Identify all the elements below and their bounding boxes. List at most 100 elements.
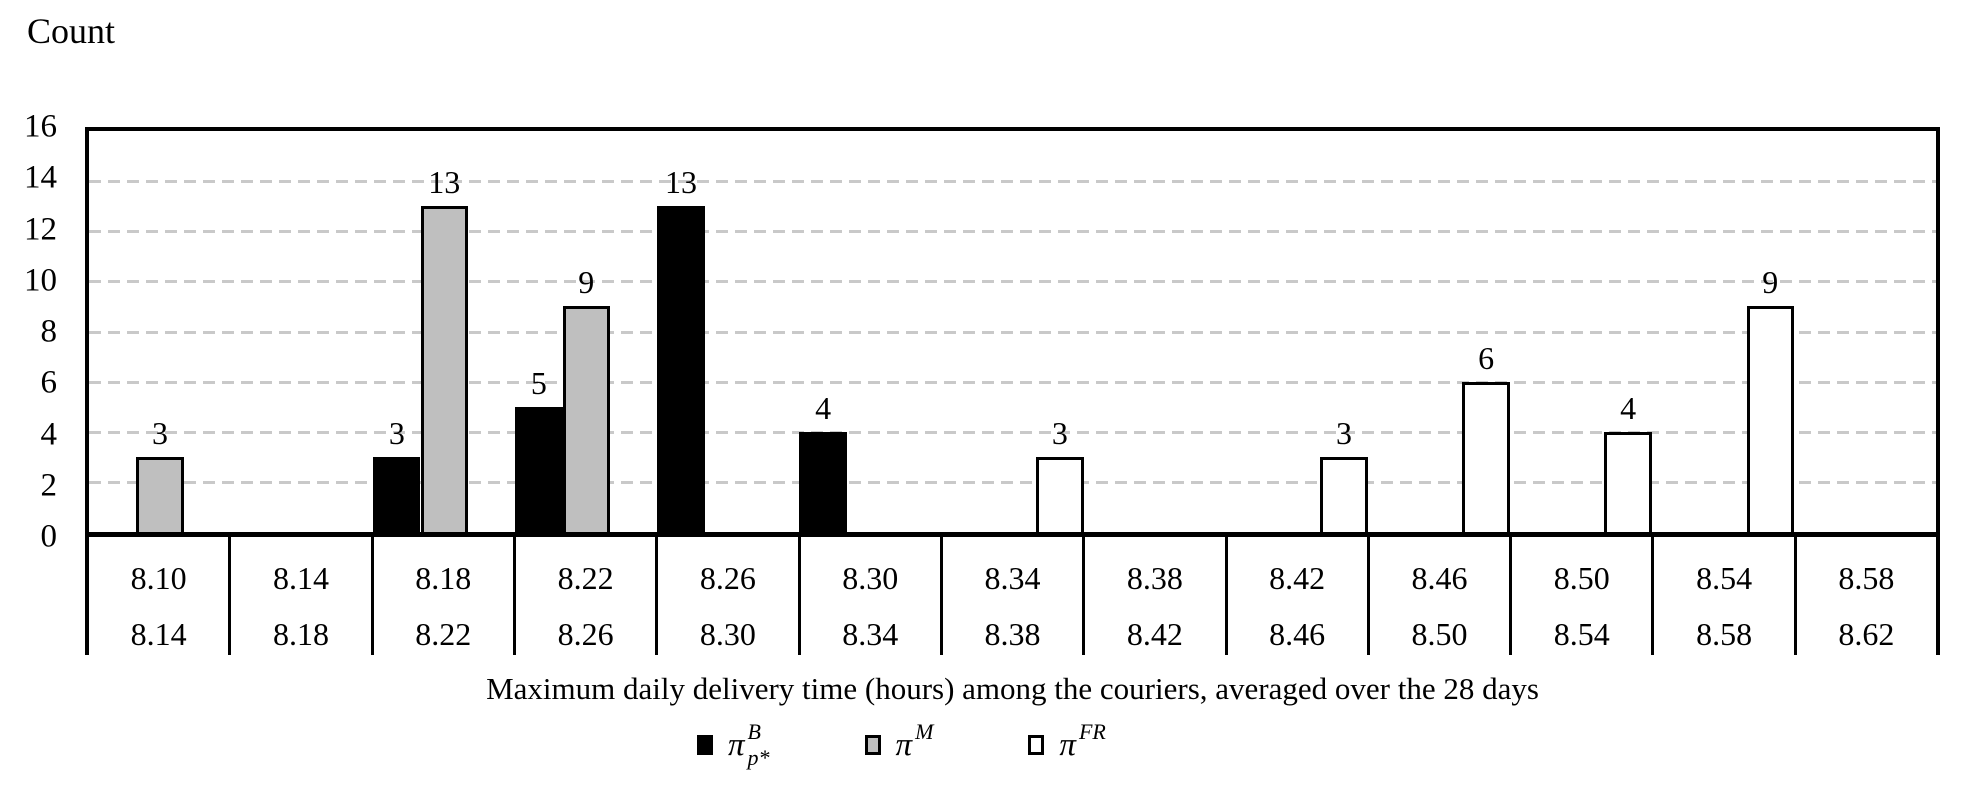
- bin-lower-label: 8.50: [1553, 560, 1610, 596]
- legend-item-pi-fr: π FR: [1028, 721, 1106, 769]
- legend-label-pi-fr: π FR: [1059, 721, 1105, 769]
- bar-pi-fr: [1746, 306, 1794, 532]
- x-bin-cell: 8.38 8.42: [1085, 537, 1228, 655]
- bin-upper-label: 8.18: [272, 616, 329, 652]
- legend-script-stack: M: [915, 721, 933, 769]
- x-axis-bin-labels: 8.10 8.14 8.14 8.18 8.18 8.22 8.22 8.26 8.26 8.30…: [85, 537, 1940, 655]
- x-bin-cell: 8.58 8.62: [1797, 537, 1936, 655]
- gridline: [89, 180, 1936, 184]
- x-bin-cell: 8.22 8.26: [516, 537, 659, 655]
- bin-lower-label: 8.22: [557, 560, 614, 596]
- legend-swatch-pi-m: [864, 735, 881, 755]
- gridline: [89, 280, 1936, 284]
- bar-pi-m: [136, 456, 184, 532]
- legend-superscript: M: [915, 719, 934, 744]
- bar-pi-b: [515, 406, 563, 532]
- bar-pi-b: [799, 431, 847, 532]
- legend-symbol: π: [895, 726, 913, 763]
- bar-value-label: 4: [815, 389, 832, 426]
- bin-upper-label: 8.42: [1126, 616, 1183, 652]
- bin-upper-label: 8.54: [1553, 616, 1610, 652]
- bar-pi-b: [657, 206, 705, 532]
- bar-pi-b: [373, 456, 421, 532]
- bin-upper-label: 8.50: [1411, 616, 1468, 652]
- y-axis-tick-label: 0: [40, 518, 58, 555]
- bin-upper-label: 8.38: [984, 616, 1041, 652]
- bar-value-label: 3: [1051, 414, 1068, 451]
- bin-lower-label: 8.26: [699, 560, 756, 596]
- bar-value-label: 5: [530, 364, 547, 401]
- bar-pi-fr: [1320, 456, 1368, 532]
- bar-pi-m: [562, 306, 610, 532]
- bar-value-label: 9: [1762, 264, 1779, 301]
- bin-lower-label: 8.46: [1411, 560, 1468, 596]
- bin-lower-label: 8.58: [1838, 560, 1895, 596]
- bar-value-label: 13: [664, 164, 697, 201]
- bar-pi-fr: [1036, 456, 1084, 532]
- bin-lower-label: 8.18: [415, 560, 472, 596]
- bin-lower-label: 8.10: [130, 560, 187, 596]
- x-bin-cell: 8.10 8.14: [89, 537, 232, 655]
- y-axis-tick-label: 2: [40, 467, 58, 504]
- x-bin-cell: 8.14 8.18: [231, 537, 374, 655]
- bin-lower-label: 8.42: [1269, 560, 1326, 596]
- bin-upper-label: 8.22: [415, 616, 472, 652]
- y-axis-tick-label: 14: [24, 159, 57, 196]
- y-axis-title: Count: [27, 11, 116, 51]
- gridline: [89, 380, 1936, 384]
- bar-value-label: 6: [1478, 339, 1495, 376]
- bar-pi-fr: [1604, 431, 1652, 532]
- bin-upper-label: 8.34: [842, 616, 899, 652]
- x-bin-cell: 8.42 8.46: [1228, 537, 1370, 655]
- legend-superscript: FR: [1078, 719, 1106, 744]
- bar-value-label: 4: [1620, 389, 1637, 426]
- bin-lower-label: 8.38: [1126, 560, 1183, 596]
- legend-symbol: π: [1059, 726, 1076, 763]
- bin-upper-label: 8.46: [1269, 616, 1326, 652]
- bar-pi-m: [420, 206, 468, 532]
- bin-lower-label: 8.30: [842, 560, 899, 596]
- bar-value-label: 9: [578, 264, 595, 301]
- y-axis-tick-label: 10: [24, 262, 57, 299]
- legend-symbol: π: [728, 726, 745, 763]
- x-bin-cell: 8.54 8.58: [1654, 537, 1797, 655]
- bin-lower-label: 8.14: [272, 560, 329, 596]
- bin-upper-label: 8.30: [699, 616, 756, 652]
- bin-lower-label: 8.54: [1696, 560, 1753, 596]
- x-bin-cell: 8.18 8.22: [374, 537, 516, 655]
- bin-upper-label: 8.58: [1696, 616, 1753, 652]
- bar-value-label: 3: [1336, 414, 1352, 451]
- bin-upper-label: 8.14: [130, 616, 187, 652]
- legend-superscript: B: [747, 719, 761, 744]
- x-bin-cell: 8.26 8.30: [658, 537, 801, 655]
- gridline: [89, 230, 1936, 234]
- gridline: [89, 430, 1936, 434]
- legend-swatch-pi-b: [697, 735, 713, 755]
- y-axis-tick-label: 16: [24, 108, 57, 145]
- x-bin-cell: 8.34 8.38: [943, 537, 1086, 655]
- y-axis-tick-label: 6: [40, 364, 58, 401]
- bar-value-label: 3: [152, 414, 169, 451]
- bar-pi-fr: [1462, 381, 1510, 532]
- x-bin-cell: 8.50 8.54: [1512, 537, 1655, 655]
- legend-subscript: p*: [747, 745, 770, 770]
- bar-value-label: 13: [428, 164, 461, 201]
- y-axis-tick-label: 8: [40, 313, 58, 350]
- gridline: [89, 330, 1936, 334]
- bin-upper-label: 8.62: [1838, 616, 1895, 652]
- y-axis-tick-label: 12: [24, 211, 57, 247]
- legend-subscript: [1079, 747, 1106, 769]
- gridline: [89, 480, 1936, 484]
- x-axis-title: Maximum daily delivery time (hours) amon…: [486, 671, 1539, 706]
- plot-area: 3 5 13 4 3 13 9 3 3 6 4 9: [85, 127, 1940, 537]
- bin-lower-label: 8.34: [984, 560, 1041, 596]
- legend-swatch-pi-fr: [1028, 735, 1045, 755]
- bar-value-label: 3: [388, 414, 405, 451]
